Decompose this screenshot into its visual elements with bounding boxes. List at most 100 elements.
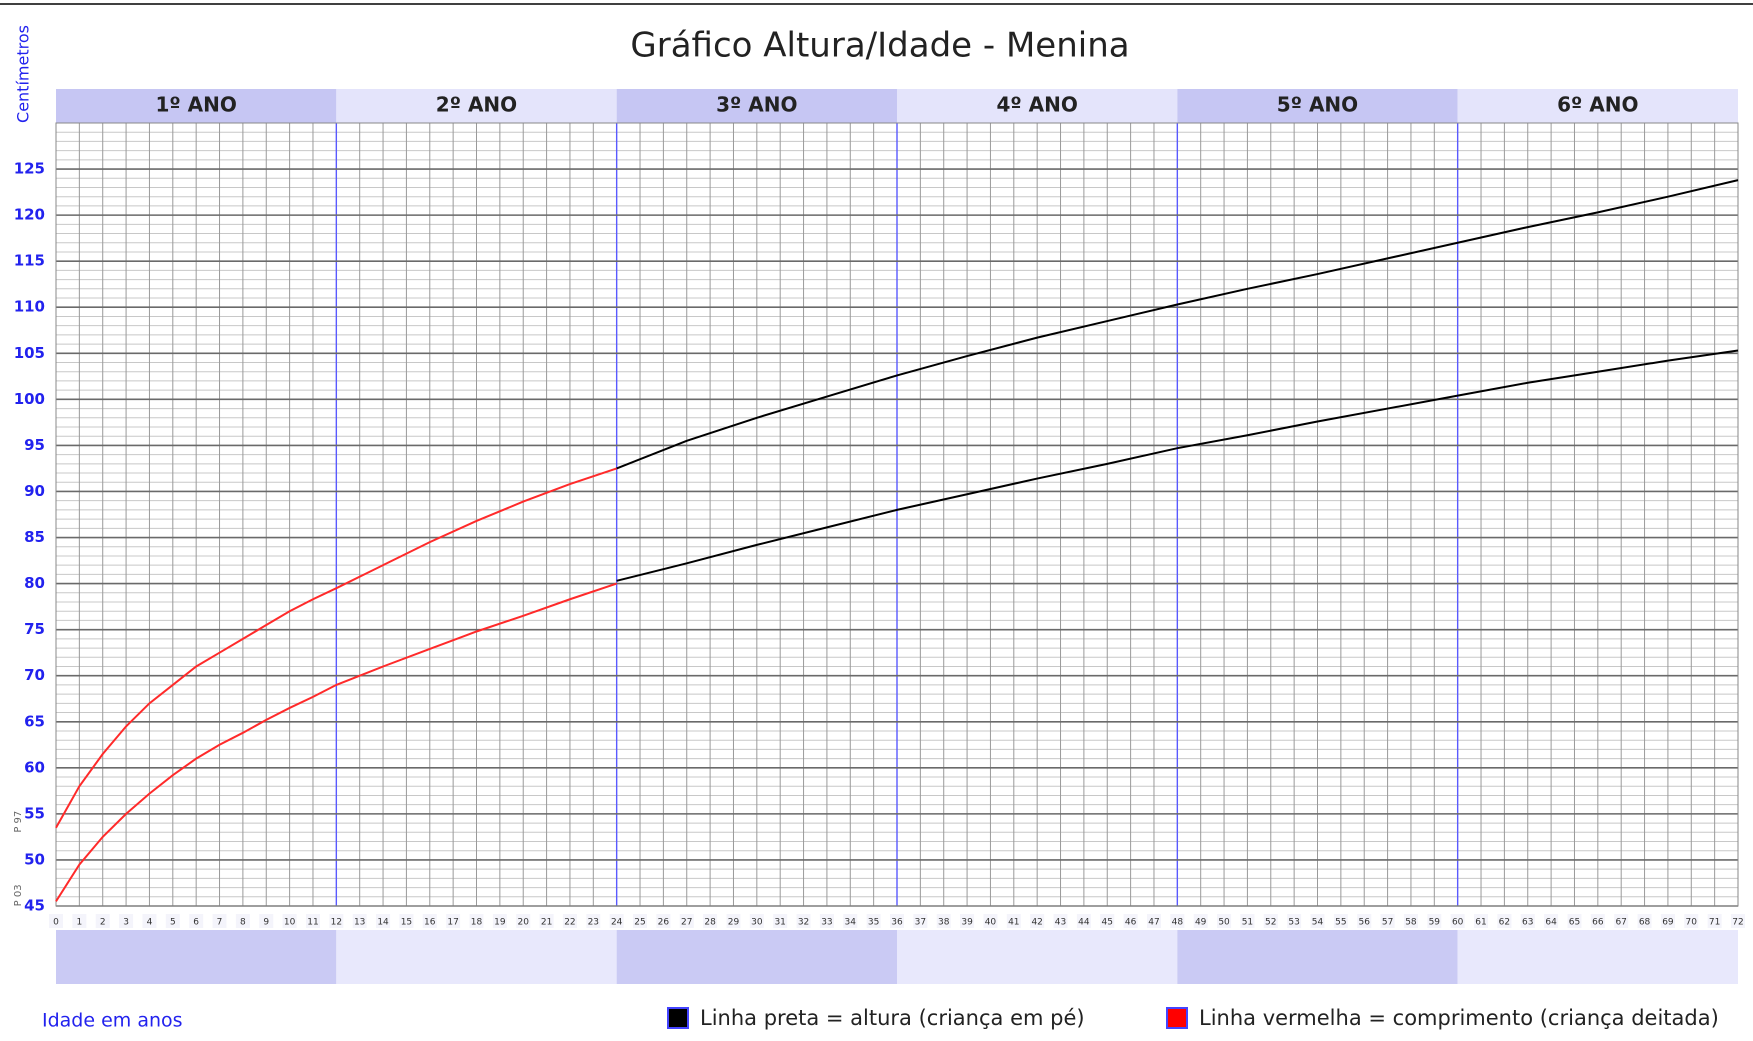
x-tick-bg <box>1520 914 1535 928</box>
x-tick-label: 23 <box>588 918 599 928</box>
x-tick-label: 48 <box>1172 918 1184 928</box>
x-tick-bg <box>586 914 601 928</box>
x-tick-bg <box>609 914 624 928</box>
x-tick-bg <box>1146 914 1161 928</box>
x-tick-bg <box>399 914 414 928</box>
x-tick-label: 46 <box>1125 918 1137 928</box>
x-tick-label: 43 <box>1055 918 1066 928</box>
x-tick-label: 54 <box>1312 918 1324 928</box>
x-tick-label: 71 <box>1709 918 1720 928</box>
x-tick-label: 7 <box>217 918 223 928</box>
x-tick-label: 32 <box>798 918 809 928</box>
x-tick-bg <box>1053 914 1068 928</box>
x-tick-bg <box>189 914 204 928</box>
x-tick-label: 13 <box>354 918 365 928</box>
x-tick-bg <box>446 914 461 928</box>
x-tick-label: 33 <box>821 918 832 928</box>
x-tick-label: 31 <box>774 918 785 928</box>
x-tick-label: 69 <box>1662 918 1674 928</box>
x-tick-bg <box>1100 914 1115 928</box>
year-header <box>1457 89 1738 123</box>
y-tick-label: 115 <box>14 252 45 270</box>
x-tick-label: 18 <box>471 918 483 928</box>
x-tick-label: 45 <box>1102 918 1113 928</box>
x-tick-label: 53 <box>1288 918 1299 928</box>
x-tick-bg <box>235 914 250 928</box>
x-tick-label: 28 <box>704 918 716 928</box>
y-tick-label: 90 <box>24 482 45 500</box>
y-tick-label: 75 <box>24 620 45 638</box>
x-tick-bg <box>469 914 484 928</box>
year-label: 6º ANO <box>1557 93 1638 117</box>
x-tick-bg <box>516 914 531 928</box>
x-tick-bg <box>305 914 320 928</box>
x-tick-label: 3 <box>123 918 129 928</box>
x-tick-bg <box>819 914 834 928</box>
legend-swatch <box>1166 1007 1188 1029</box>
x-tick-bg <box>656 914 671 928</box>
x-tick-bg <box>119 914 134 928</box>
x-tick-label: 20 <box>517 918 529 928</box>
y-tick-label: 100 <box>14 390 45 408</box>
x-tick-label: 27 <box>681 918 692 928</box>
x-tick-label: 2 <box>100 918 106 928</box>
x-tick-label: 59 <box>1429 918 1441 928</box>
x-tick-label: 5 <box>170 918 176 928</box>
x-tick-bg <box>1567 914 1582 928</box>
x-tick-label: 57 <box>1382 918 1393 928</box>
x-tick-bg <box>890 914 904 928</box>
x-tick-bg <box>142 914 157 928</box>
y-tick-label: 80 <box>24 574 45 592</box>
year-header <box>336 89 617 123</box>
x-tick-label: 63 <box>1522 918 1533 928</box>
year-label: 2º ANO <box>436 93 517 117</box>
x-tick-label: 40 <box>985 918 997 928</box>
y-tick-label: 50 <box>24 850 45 868</box>
curve <box>616 349 1739 582</box>
x-tick-label: 42 <box>1031 918 1042 928</box>
year-label: 5º ANO <box>1277 93 1358 117</box>
y-tick-label: 60 <box>24 758 45 776</box>
y-tick-label: 85 <box>24 528 45 546</box>
x-tick-label: 66 <box>1592 918 1604 928</box>
x-tick-label: 50 <box>1218 918 1230 928</box>
x-tick-bg <box>562 914 577 928</box>
x-tick-bg <box>352 914 367 928</box>
x-tick-bg <box>1170 914 1185 928</box>
y-axis-label: Centímetros <box>14 25 33 123</box>
x-tick-label: 58 <box>1405 918 1417 928</box>
x-tick-bg <box>1450 914 1465 928</box>
x-tick-bg <box>1333 914 1348 928</box>
y-tick-label: 125 <box>14 160 45 178</box>
year-footer <box>616 930 897 984</box>
chart-title: Gráfico Altura/Idade - Menina <box>630 26 1129 66</box>
x-tick-bg <box>1030 914 1045 928</box>
x-tick-label: 26 <box>658 918 670 928</box>
x-tick-label: 29 <box>728 918 740 928</box>
y-tick-label: 45 <box>24 897 45 915</box>
x-tick-bg <box>1660 914 1675 928</box>
x-tick-bg <box>376 914 391 928</box>
x-tick-bg <box>259 914 274 928</box>
year-header <box>1177 89 1458 123</box>
x-tick-label: 51 <box>1242 918 1253 928</box>
y-tick-label: 70 <box>24 666 45 684</box>
curve <box>55 467 617 829</box>
x-tick-bg <box>1263 914 1278 928</box>
x-tick-bg <box>72 914 87 928</box>
x-tick-label: 56 <box>1358 918 1370 928</box>
x-tick-label: 9 <box>263 918 269 928</box>
x-tick-bg <box>1076 914 1091 928</box>
x-tick-label: 65 <box>1569 918 1580 928</box>
x-tick-bg <box>1497 914 1512 928</box>
x-tick-label: 24 <box>611 918 623 928</box>
x-tick-label: 6 <box>193 918 199 928</box>
y-tick-label: 65 <box>24 712 45 730</box>
x-tick-bg <box>1707 914 1722 928</box>
x-tick-bg <box>796 914 811 928</box>
x-tick-bg <box>936 914 951 928</box>
year-label: 3º ANO <box>716 93 797 117</box>
x-tick-bg <box>1403 914 1418 928</box>
year-header <box>897 89 1178 123</box>
